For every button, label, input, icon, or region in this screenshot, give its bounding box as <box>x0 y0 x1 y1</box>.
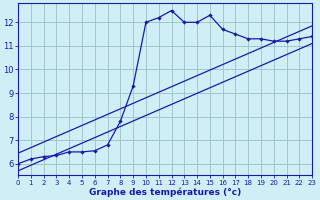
X-axis label: Graphe des températures (°c): Graphe des températures (°c) <box>89 187 241 197</box>
